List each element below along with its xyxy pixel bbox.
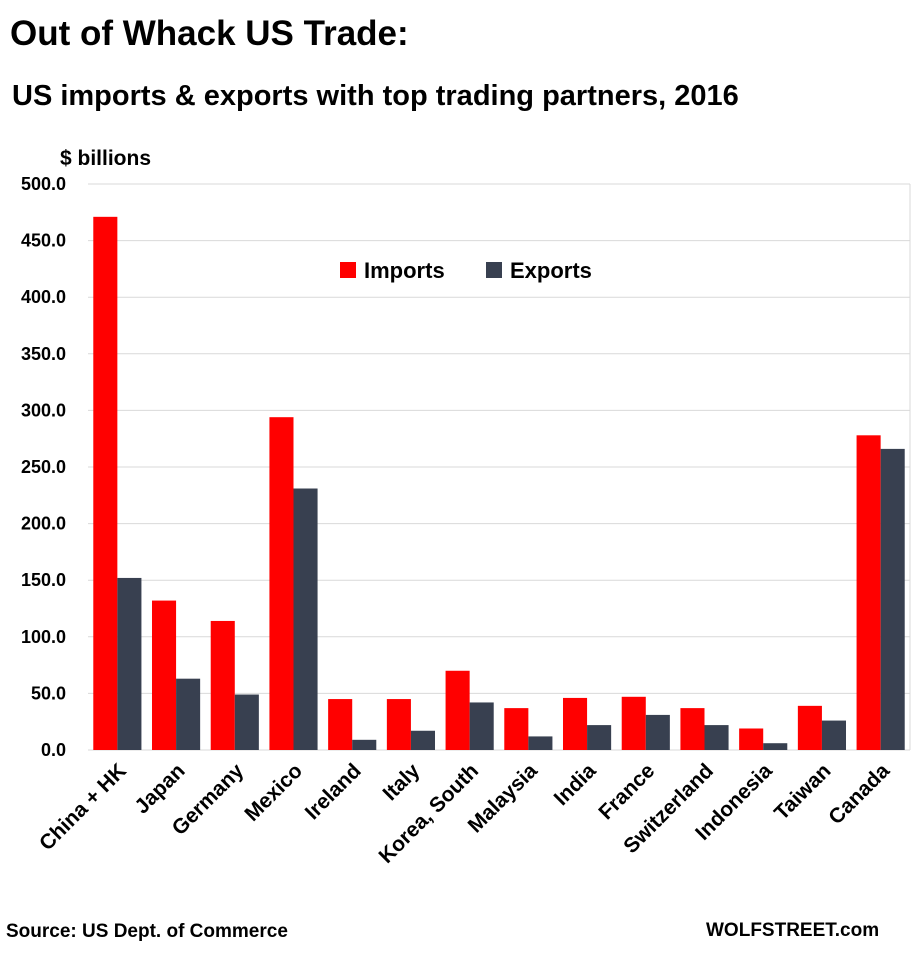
legend-label-imports: Imports [364, 258, 445, 283]
imports-bar [210, 620, 235, 750]
exports-bar [469, 702, 494, 750]
y-tick-label: 50.0 [31, 683, 66, 703]
y-tick-label: 0.0 [41, 740, 66, 760]
exports-bar [117, 577, 142, 750]
exports-bar [645, 714, 670, 750]
legend-swatch-exports [486, 262, 502, 278]
y-tick-label: 450.0 [21, 231, 66, 251]
exports-bar [880, 448, 905, 750]
imports-bar [93, 216, 118, 750]
legend-swatch-imports [340, 262, 356, 278]
y-tick-label: 200.0 [21, 514, 66, 534]
imports-bar [562, 697, 588, 750]
y-tick-label: 400.0 [21, 287, 66, 307]
imports-bar [856, 435, 881, 750]
imports-bar [504, 708, 529, 750]
source-note: Source: US Dept. of Commerce [6, 921, 288, 942]
imports-bar [680, 708, 705, 750]
y-tick-label: 150.0 [21, 570, 66, 590]
y-axis-ticks: 0.0 50.0 100.0 150.0 200.0 250.0 300.0 350.0 400… [21, 174, 66, 760]
bar-chart: 0.0 50.0 100.0 150.0 200.0 250.0 300.0 350.0 400… [21, 174, 911, 868]
imports-bar [328, 699, 353, 750]
imports-bar [621, 696, 646, 750]
imports-bar [151, 600, 177, 750]
exports-bar [352, 739, 377, 750]
y-tick-label: 300.0 [21, 400, 66, 420]
credit-note: WOLFSTREET.com [706, 920, 880, 941]
y-axis-unit-label: $ billions [60, 147, 152, 170]
exports-bar [821, 720, 847, 750]
imports-bar [269, 417, 294, 750]
exports-bar [234, 694, 259, 750]
bars [93, 216, 905, 750]
y-tick-label: 100.0 [21, 627, 66, 647]
exports-bar [528, 736, 553, 750]
exports-bar [587, 725, 612, 750]
imports-bar [797, 705, 822, 750]
y-tick-label: 250.0 [21, 457, 66, 477]
grid-lines [88, 183, 911, 751]
x-category-label: India [550, 759, 601, 810]
exports-bar [763, 743, 788, 750]
chart-subtitle: US imports & exports with top trading pa… [12, 80, 739, 112]
x-category-label: Ireland [301, 759, 366, 824]
imports-bar [739, 728, 764, 750]
legend: Imports Exports [340, 258, 592, 283]
x-category-label: Canada [824, 759, 894, 829]
x-category-label: Italy [378, 759, 424, 805]
y-tick-label: 350.0 [21, 344, 66, 364]
exports-bar [704, 725, 729, 750]
exports-bar [176, 678, 201, 750]
chart-title: Out of Whack US Trade: [10, 14, 409, 53]
legend-label-exports: Exports [510, 258, 592, 283]
exports-bar [293, 488, 318, 750]
y-tick-label: 500.0 [21, 174, 66, 194]
imports-bar [386, 699, 411, 750]
exports-bar [410, 730, 436, 750]
x-category-label: China + HK [35, 759, 131, 855]
x-category-label: Mexico [240, 759, 307, 826]
imports-bar [445, 670, 470, 750]
